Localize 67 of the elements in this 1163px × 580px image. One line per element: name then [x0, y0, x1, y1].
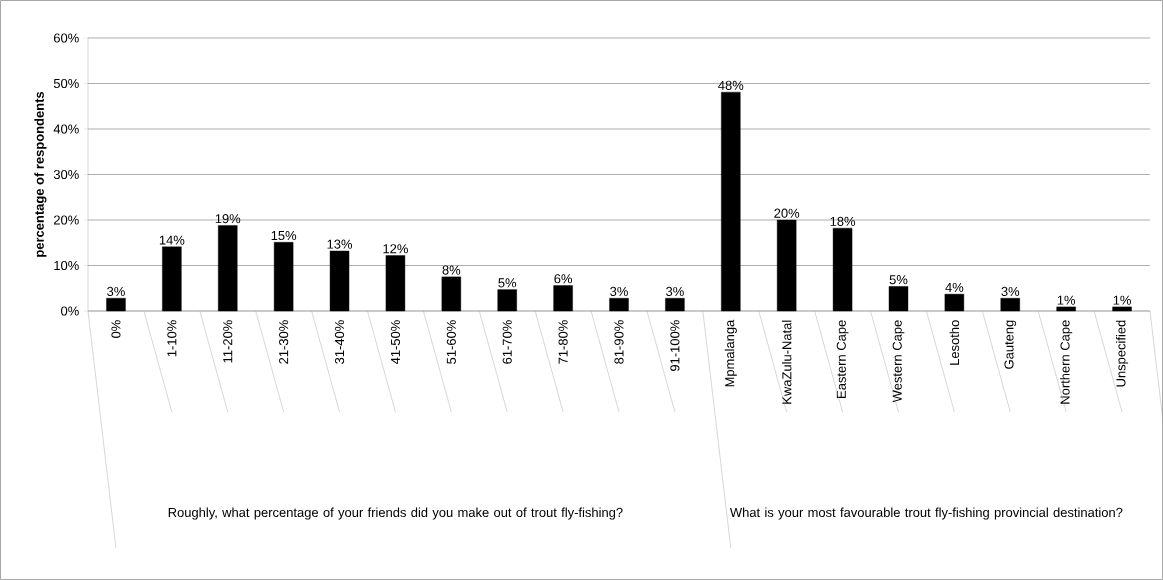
bar [721, 91, 741, 312]
x-tick-label: Northern Cape [1060, 320, 1073, 404]
data-label: 12% [383, 244, 408, 254]
bar [497, 289, 517, 312]
data-label: 1% [1057, 295, 1076, 305]
x-tick-label: 31-40% [334, 320, 345, 364]
x-tick-label: Lesotho [949, 320, 960, 365]
x-tick-label: 61-70% [502, 320, 512, 364]
x-tick-label: 1-10% [167, 320, 177, 357]
bar [888, 286, 909, 312]
text: Roughly, what percentage of your friends did you make out of trout fly-fishing? [168, 507, 623, 520]
bar [665, 298, 685, 312]
data-label: 3% [107, 286, 125, 297]
bar [273, 242, 294, 312]
bar [441, 276, 462, 312]
data-label: 4% [945, 282, 964, 292]
x-tick-label: Unspecified [1116, 320, 1129, 387]
x-tick-label: KwaZulu-Natal [781, 320, 792, 404]
x-tick-label: 11-20% [223, 320, 233, 363]
bar [553, 285, 573, 312]
data-label: 3% [1001, 286, 1020, 297]
data-label: 5% [498, 278, 517, 288]
y-tick-label: 40% [53, 124, 79, 134]
bar [1056, 306, 1076, 312]
x-tick-label: 21-30% [279, 320, 289, 364]
bar [218, 225, 238, 312]
text: What is your most favourable trout fly-fishing provincial destination? [729, 507, 1123, 520]
y-tick-label: 50% [53, 78, 79, 89]
bar [329, 250, 350, 312]
data-label: 20% [774, 208, 800, 218]
bar [162, 246, 182, 312]
x-tick-label: 41-50% [390, 320, 401, 365]
data-label: 14% [159, 235, 185, 245]
x-tick-label: 51-60% [446, 320, 456, 364]
data-label: 48% [718, 80, 744, 90]
data-label: 5% [889, 275, 908, 285]
data-label: 3% [610, 286, 628, 297]
y-tick-label: 20% [53, 215, 79, 225]
data-label: 1% [1113, 295, 1131, 305]
data-label: 8% [442, 265, 461, 275]
data-label: 6% [554, 274, 573, 284]
y-tick-label: 60% [53, 33, 79, 43]
bar [1000, 298, 1020, 312]
bar [832, 227, 853, 312]
bar [106, 298, 126, 312]
data-label: 13% [327, 239, 353, 249]
x-tick-label: 71-80% [558, 320, 568, 364]
y-axis-title: percentage of respondents [34, 91, 47, 257]
y-tick-label: 10% [54, 260, 79, 271]
y-tick-label: 0% [61, 306, 79, 316]
x-tick-label: Eastern Cape [836, 320, 849, 398]
x-tick-label: Gauteng [1004, 320, 1017, 369]
data-label: 18% [830, 216, 856, 226]
data-label: 3% [666, 286, 684, 297]
bar [1112, 306, 1132, 312]
bar [944, 293, 965, 312]
x-tick-label: 0% [111, 320, 121, 338]
bar [776, 219, 797, 312]
x-tick-label: Mpmalanga [724, 319, 737, 387]
x-tick-label: 91-100% [670, 320, 680, 371]
x-tick-label: 81-90% [614, 320, 624, 364]
data-label: 15% [271, 230, 297, 241]
bar [385, 255, 406, 312]
y-tick-label: 30% [53, 169, 79, 180]
data-label: 19% [215, 214, 241, 224]
x-tick-label: Western Cape [892, 320, 905, 403]
bar [609, 298, 629, 312]
